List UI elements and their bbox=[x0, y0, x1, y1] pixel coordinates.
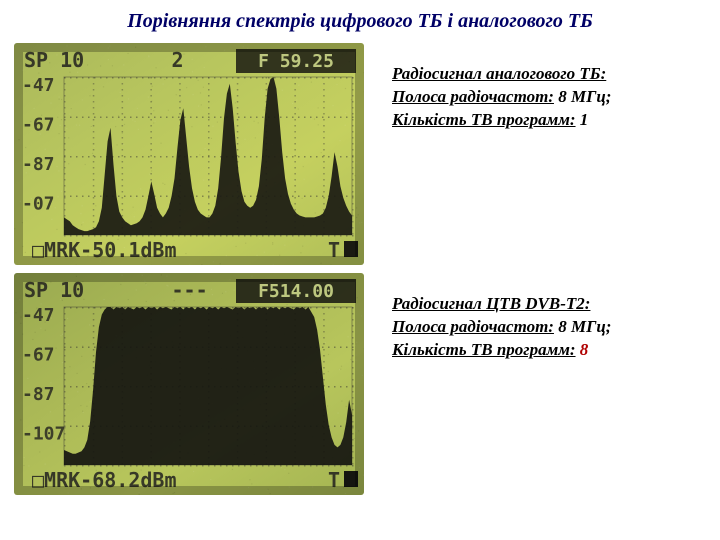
digital-band-value: 8 МГц; bbox=[558, 317, 611, 336]
analog-description: Радіосигнал аналогового ТБ: Полоса радіо… bbox=[364, 43, 611, 132]
analog-band-label: Полоса радіочастот: bbox=[392, 87, 554, 106]
svg-text:-67: -67 bbox=[22, 344, 55, 365]
svg-text:-107: -107 bbox=[22, 423, 65, 444]
svg-text:F514.00: F514.00 bbox=[258, 281, 334, 302]
svg-text:-87: -87 bbox=[22, 154, 55, 175]
analog-heading: Радіосигнал аналогового ТБ: bbox=[392, 63, 611, 86]
page-title: Порівняння спектрів цифрового ТБ і анало… bbox=[0, 0, 720, 41]
analog-spectrum-screen: -47-67-87-07SP 102F 59.25□MRK-50.1dBmT bbox=[14, 43, 364, 265]
digital-count-label: Кількість ТВ программ: bbox=[392, 340, 576, 359]
svg-text:-67: -67 bbox=[22, 114, 55, 135]
analog-band-line: Полоса радіочастот: 8 МГц; bbox=[392, 86, 611, 109]
svg-text:-87: -87 bbox=[22, 384, 55, 405]
digital-count-line: Кількість ТВ программ: 8 bbox=[392, 339, 611, 362]
digital-description: Радіосигнал ЦТВ DVB-T2: Полоса радіочаст… bbox=[364, 273, 611, 362]
svg-text:-47: -47 bbox=[22, 305, 55, 326]
digital-count-value: 8 bbox=[580, 340, 589, 359]
digital-heading: Радіосигнал ЦТВ DVB-T2: bbox=[392, 293, 611, 316]
svg-text:-47: -47 bbox=[22, 75, 55, 96]
digital-row: -47-67-87-107SP 10---F514.00□MRK-68.2dBm… bbox=[0, 271, 720, 501]
analog-count-label: Кількість ТВ программ: bbox=[392, 110, 576, 129]
analog-band-value: 8 МГц; bbox=[558, 87, 611, 106]
svg-text:-07: -07 bbox=[22, 193, 55, 214]
analog-count-value: 1 bbox=[580, 110, 589, 129]
digital-spectrum-screen: -47-67-87-107SP 10---F514.00□MRK-68.2dBm… bbox=[14, 273, 364, 495]
analog-row: -47-67-87-07SP 102F 59.25□MRK-50.1dBmT Р… bbox=[0, 41, 720, 271]
digital-band-label: Полоса радіочастот: bbox=[392, 317, 554, 336]
digital-band-line: Полоса радіочастот: 8 МГц; bbox=[392, 316, 611, 339]
analog-count-line: Кількість ТВ программ: 1 bbox=[392, 109, 611, 132]
svg-text:F 59.25: F 59.25 bbox=[258, 51, 334, 72]
